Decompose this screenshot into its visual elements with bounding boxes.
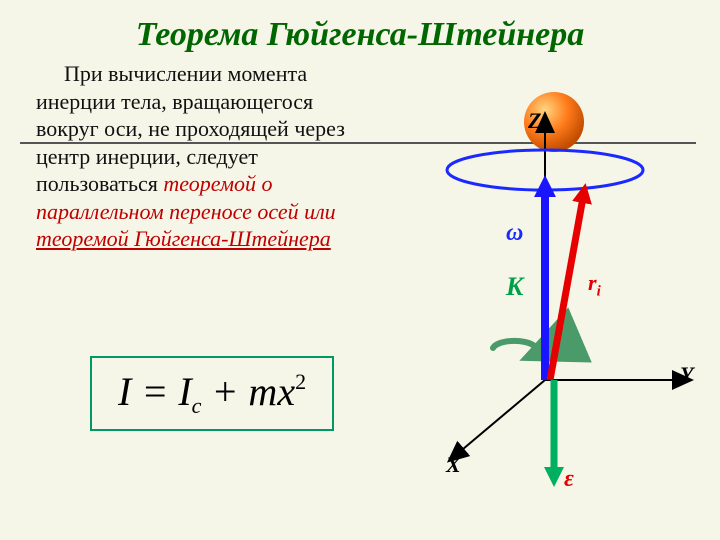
vector-ri-label: ri <box>588 270 601 300</box>
para-lead: При вычислении <box>64 61 222 86</box>
axis-z-label: Z <box>528 108 541 134</box>
omega-label: ω <box>506 220 523 247</box>
para-em2: теоремой Гюйгенса-Штейнера <box>36 226 331 251</box>
formula-x: x <box>277 369 295 414</box>
formula-I: I <box>118 369 131 414</box>
formula-plus: + <box>201 369 248 414</box>
formula-box: I = Ic + mx2 <box>90 356 334 431</box>
epsilon-label: ε <box>564 466 574 493</box>
axis-y-label: Y <box>680 362 693 388</box>
axis-x-label: X <box>446 452 461 478</box>
body-paragraph: При вычислении момента инерции тела, вра… <box>36 60 356 253</box>
formula-c: c <box>192 393 202 418</box>
diagram-svg <box>360 80 710 520</box>
formula-sq: 2 <box>295 369 306 394</box>
formula-m: m <box>248 369 277 414</box>
vector-k-label: K <box>506 272 523 302</box>
diagram-container: Z X Y K ri ω ε <box>360 80 710 520</box>
formula-eq: = <box>131 369 178 414</box>
page-title: Теорема Гюйгенса-Штейнера <box>0 16 720 54</box>
formula-Ic: I <box>178 369 191 414</box>
